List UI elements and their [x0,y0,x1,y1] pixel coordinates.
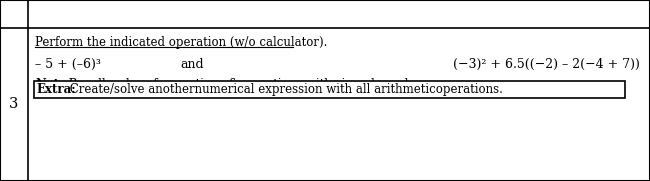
Text: – 5 + (–6)³: – 5 + (–6)³ [35,58,101,71]
Text: 3: 3 [9,98,19,111]
Text: (−3)² + 6.5((−2) – 2(−4 + 7)): (−3)² + 6.5((−2) – 2(−4 + 7)) [453,58,640,71]
Text: and: and [180,58,203,71]
Text: Note:: Note: [35,78,71,91]
Text: Create/solve anothernumerical expression with all arithmeticoperations.: Create/solve anothernumerical expression… [66,83,503,96]
Bar [34,81,625,98]
Text: Extra:: Extra: [36,83,75,96]
Text: Recall order of operations &operations with signed numbers.: Recall order of operations &operations w… [65,78,435,91]
Text: Perform the indicated operation (w/o calculator).: Perform the indicated operation (w/o cal… [35,36,328,49]
